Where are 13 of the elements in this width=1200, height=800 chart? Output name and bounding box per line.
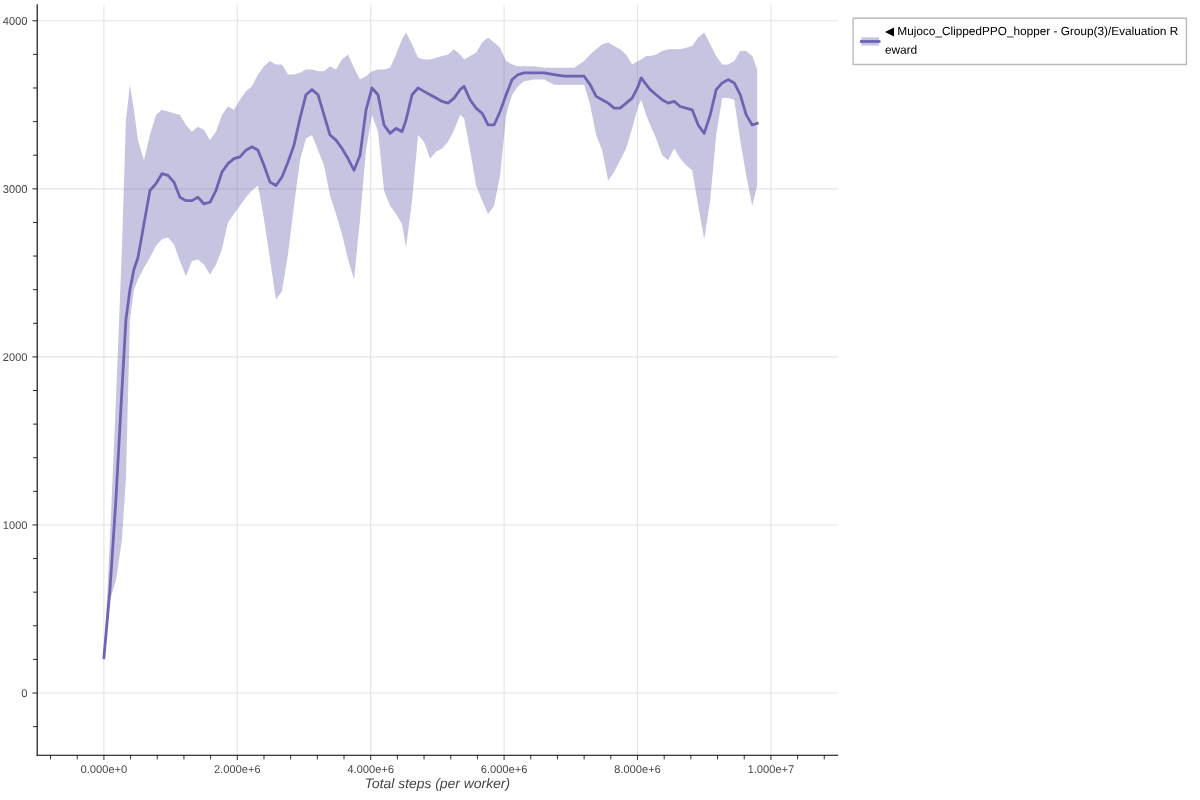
- x-tick-label: 6.000e+6: [481, 765, 527, 774]
- x-tick-label: 0.000e+0: [81, 765, 127, 774]
- y-tick-label: 3000: [3, 185, 28, 193]
- y-tick-label: 2000: [3, 353, 28, 362]
- y-tick-label: 0: [21, 689, 28, 698]
- legend-label: ◀ Mujoco_ClippedPPO_hopper - Group(3)/Evaluation Reward: [885, 26, 1178, 54]
- x-tick-label: 1.000e+7: [748, 765, 794, 774]
- y-tick-label: 1000: [3, 521, 28, 530]
- x-tick-label: 8.000e+6: [614, 765, 661, 774]
- x-tick-label: 2.000e+6: [214, 765, 261, 774]
- x-tick-label: 4.000e+6: [347, 765, 394, 774]
- y-tick-label: 4000: [3, 17, 28, 25]
- x-axis-title: Total steps (per worker): [365, 778, 510, 791]
